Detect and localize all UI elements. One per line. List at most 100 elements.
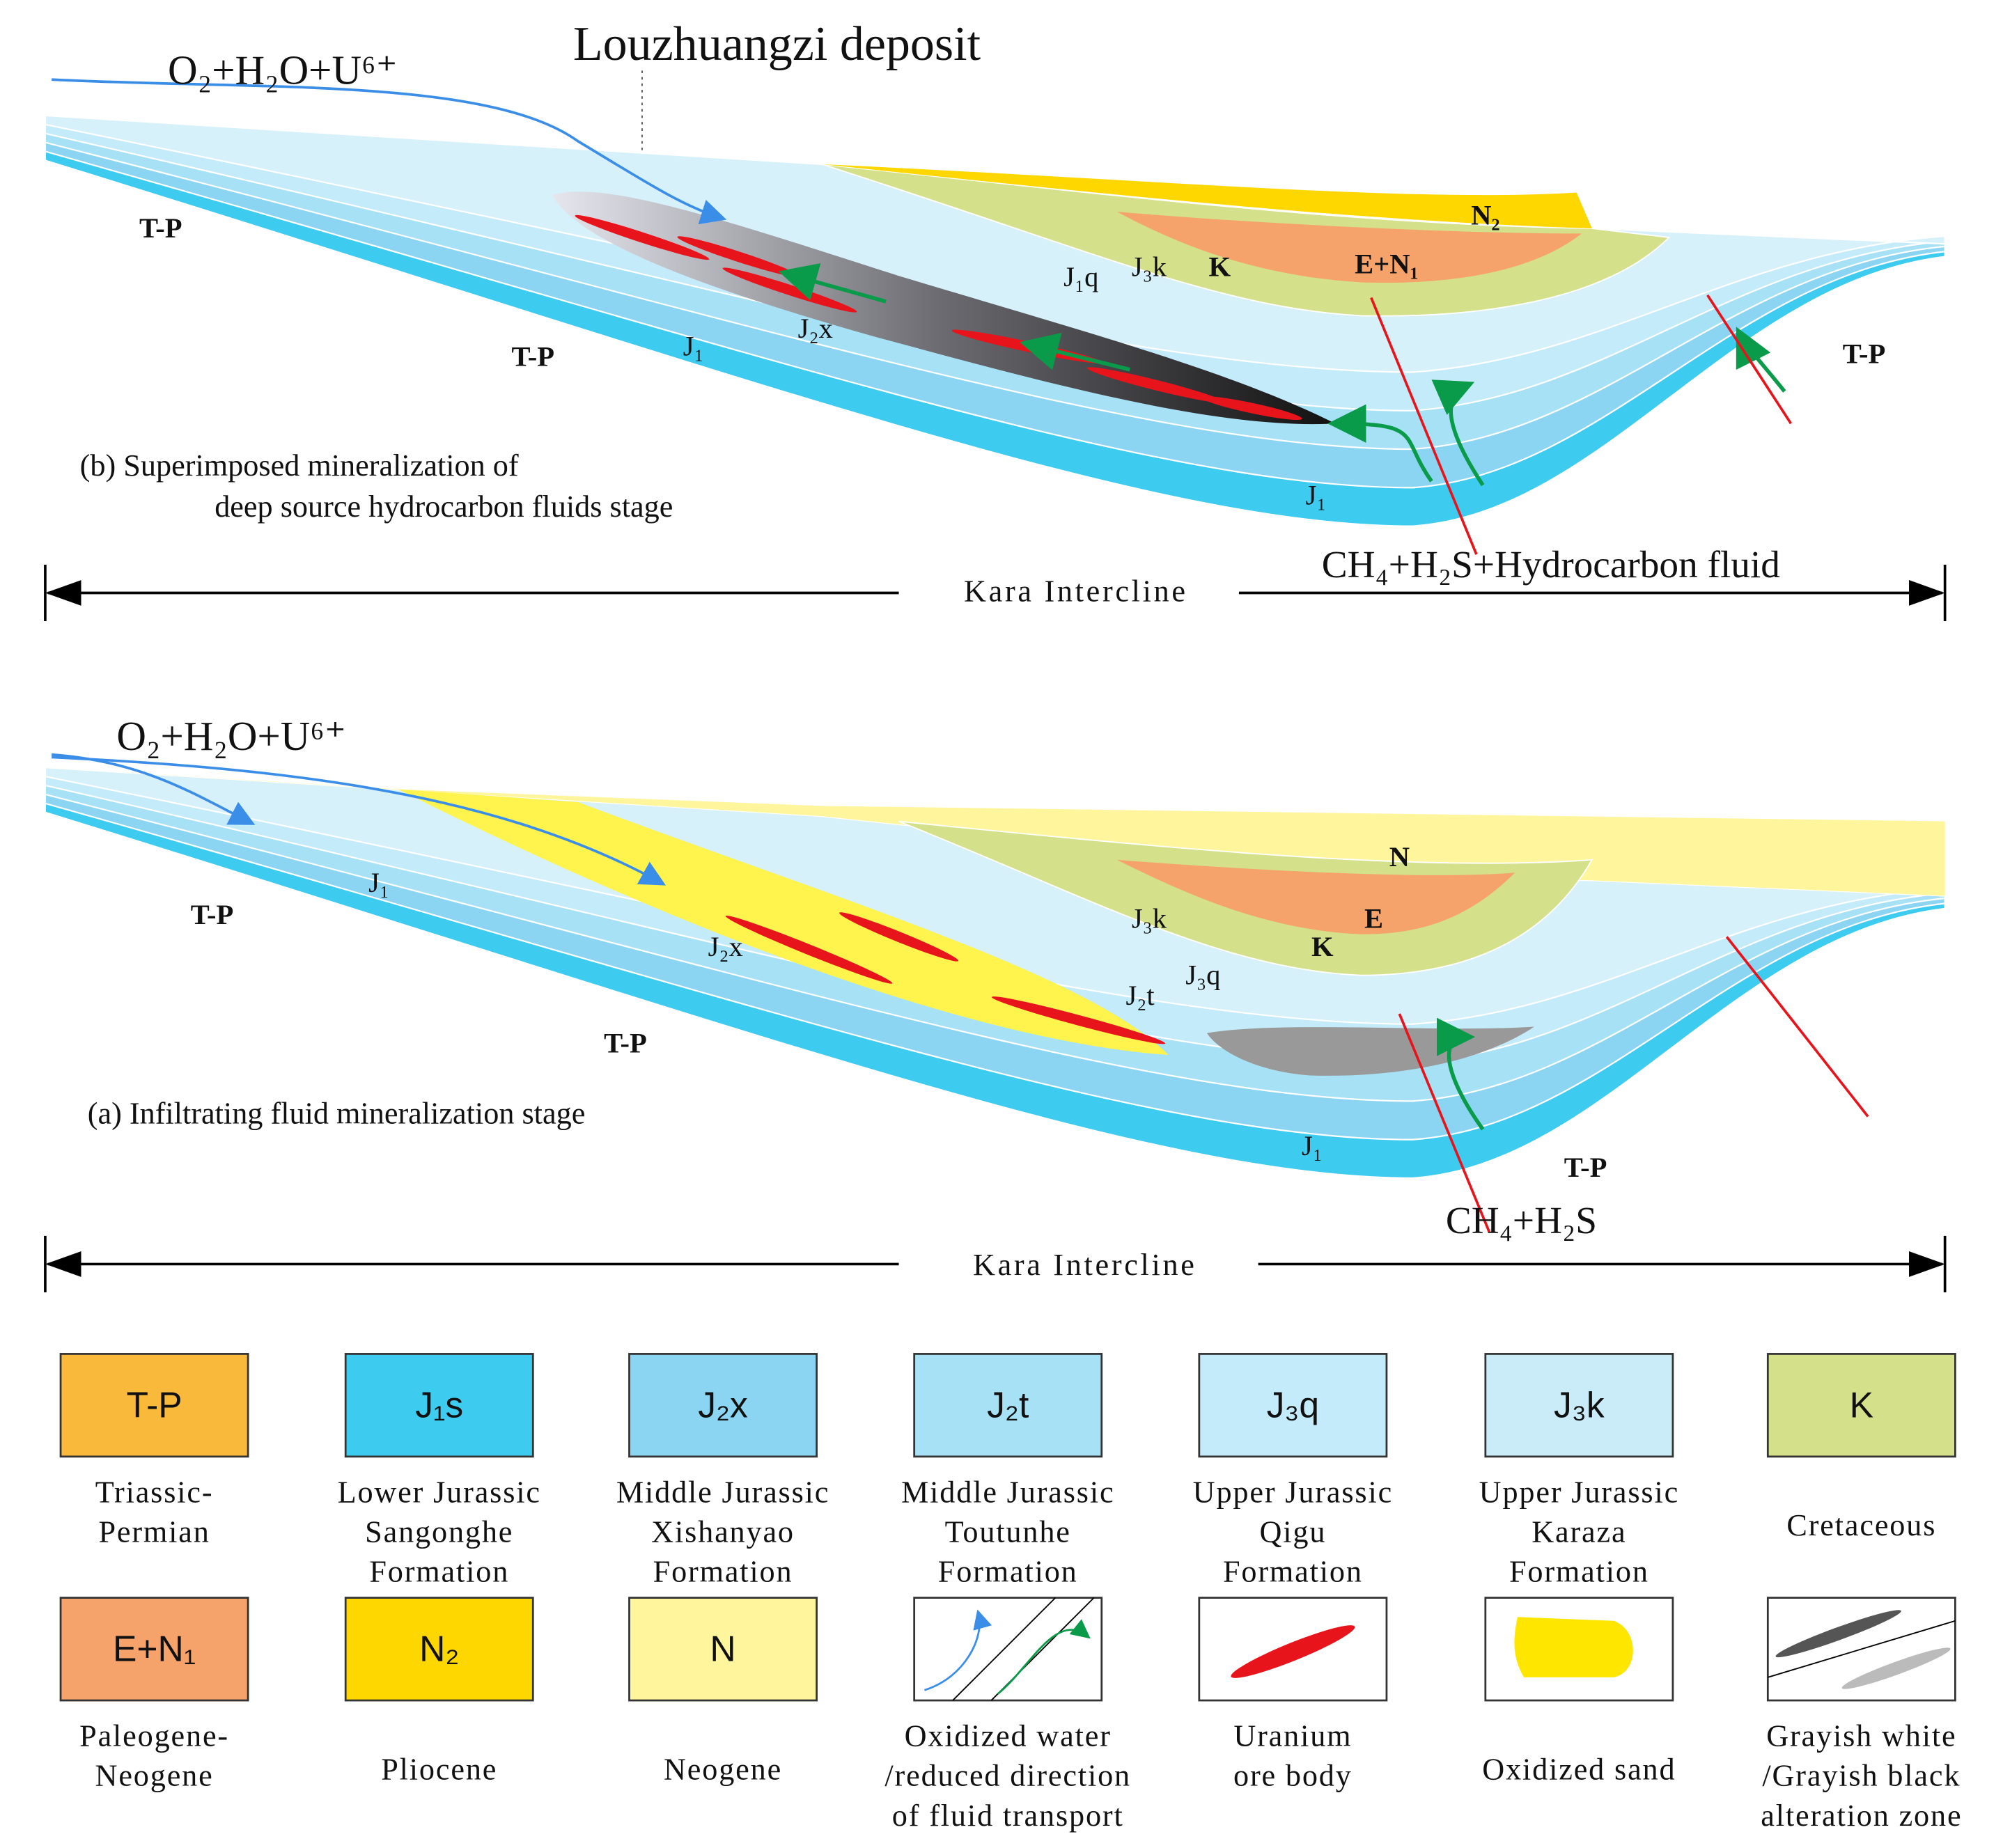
formation-label: E+N₁ bbox=[1355, 249, 1419, 280]
formation-label: J₃k bbox=[1132, 903, 1167, 934]
legend-description: Cretaceous bbox=[1786, 1508, 1936, 1542]
formation-label: J₁ bbox=[368, 867, 389, 898]
legend-description: Karaza bbox=[1532, 1514, 1626, 1549]
ore-body bbox=[1086, 367, 1224, 403]
formation-label: N bbox=[1389, 841, 1410, 872]
strata-e bbox=[1116, 859, 1515, 934]
fault bbox=[1398, 1013, 1491, 1233]
legend-description: alteration zone bbox=[1761, 1799, 1962, 1833]
legend-swatch bbox=[628, 1353, 818, 1458]
legend-code: N₂ bbox=[419, 1629, 459, 1669]
legend-swatch bbox=[344, 1353, 534, 1458]
legend-code: J₁s bbox=[415, 1384, 463, 1425]
formation-label: J₁ bbox=[1306, 479, 1327, 510]
formation-label: T-P bbox=[191, 899, 234, 930]
scale-label: Kara Intercline bbox=[973, 1248, 1197, 1282]
inflow-label: O₂+H₂O+U⁶⁺ bbox=[168, 47, 398, 93]
legend-item: N₂ Pliocene bbox=[344, 1597, 534, 1786]
outflow-label: CH₄+H₂S+Hydrocarbon fluid bbox=[1322, 543, 1780, 586]
legend-code: J₂t bbox=[987, 1384, 1029, 1425]
reduced-fluid-flow bbox=[1020, 332, 1130, 372]
oxidized-water-flow bbox=[52, 78, 727, 225]
legend-description: Xishanyao bbox=[651, 1514, 795, 1549]
oxidized-water-flow bbox=[52, 755, 667, 886]
ore-body bbox=[575, 214, 710, 260]
formation-label: J₃q bbox=[1185, 960, 1220, 991]
formation-label: J₁ bbox=[683, 331, 704, 362]
formation-label: J₂x bbox=[798, 313, 833, 344]
legend-description: Neogene bbox=[664, 1752, 782, 1786]
legend-description: Qigu bbox=[1259, 1514, 1326, 1549]
legend-swatch bbox=[59, 1353, 249, 1458]
deposit-title: Louzhuangzi deposit bbox=[573, 17, 981, 71]
legend-code: N bbox=[710, 1629, 735, 1669]
legend-code: J₃k bbox=[1554, 1384, 1605, 1425]
legend-description: Toutunhe bbox=[945, 1514, 1071, 1549]
legend-code: K bbox=[1850, 1384, 1873, 1425]
legend-item: Oxidized water/reduced direction of fluid… bbox=[884, 1597, 1131, 1833]
legend-swatch bbox=[1198, 1353, 1388, 1458]
symbol-dark bbox=[1775, 1610, 1901, 1658]
ore-body bbox=[1201, 396, 1302, 421]
legend-description: Formation bbox=[1509, 1555, 1649, 1589]
legend-description: Lower Jurassic bbox=[338, 1475, 541, 1509]
symbol-light bbox=[1841, 1647, 1951, 1689]
legend-description: Grayish white bbox=[1766, 1718, 1956, 1753]
symbol-blue-arrow bbox=[924, 1609, 992, 1691]
formation-label: T-P bbox=[604, 1027, 647, 1058]
strata-n2 bbox=[821, 164, 1592, 229]
cross-section bbox=[44, 753, 1946, 1233]
legend-item: K Cretaceous bbox=[1766, 1353, 1956, 1542]
alteration-zone bbox=[552, 191, 1336, 425]
formation-label: J₃k bbox=[1132, 251, 1167, 282]
ore-body bbox=[839, 912, 959, 962]
outflow-label: CH₄+H₂S bbox=[1446, 1199, 1597, 1242]
legend-code: J₂x bbox=[698, 1384, 748, 1425]
strata-en1 bbox=[1116, 212, 1582, 283]
legend-description: Sangonghe bbox=[365, 1514, 513, 1549]
fault bbox=[1370, 297, 1478, 555]
legend-description: Triassic- bbox=[95, 1475, 214, 1509]
ore-body bbox=[725, 916, 893, 984]
legend-item: J₁s Lower Jurassic Sangonghe Formation bbox=[338, 1353, 541, 1589]
legend-description: /Grayish black bbox=[1762, 1759, 1961, 1793]
oxidized-sand bbox=[398, 789, 1169, 1055]
formation-label: E bbox=[1364, 903, 1383, 934]
reduced-fluid-flow bbox=[1327, 404, 1433, 483]
legend-item: N Neogene bbox=[628, 1597, 818, 1786]
legend-description: Oxidized water bbox=[905, 1718, 1112, 1753]
stage-caption: (a) Infiltrating fluid mineralization st… bbox=[88, 1097, 586, 1131]
legend-item: T-P Triassic- Permian bbox=[59, 1353, 249, 1549]
legend-description: Neogene bbox=[95, 1759, 214, 1793]
legend-description: Pliocene bbox=[381, 1752, 497, 1786]
legend-code: E+N₁ bbox=[113, 1629, 196, 1669]
inflow-label: O₂+H₂O+U⁶⁺ bbox=[116, 713, 346, 759]
symbol-sand bbox=[1514, 1617, 1633, 1677]
fault bbox=[1706, 294, 1793, 425]
legend-description: Formation bbox=[938, 1555, 1078, 1589]
reduced-fluid-flow bbox=[1436, 1017, 1485, 1131]
legend-item: Grayish white/Grayish black alteration zo… bbox=[1761, 1597, 1962, 1833]
legend-description: Paleogene- bbox=[79, 1718, 229, 1753]
reduced-fluid-flow bbox=[1431, 379, 1485, 487]
reduced-fluid-flow bbox=[778, 263, 887, 304]
legend-item: J₂t Middle Jurassic Toutunhe Formation bbox=[901, 1353, 1114, 1589]
formation-label: T-P bbox=[139, 212, 182, 244]
formation-label: J₂t bbox=[1125, 980, 1155, 1011]
ore-body bbox=[677, 236, 800, 277]
legend-description: Oxidized sand bbox=[1482, 1752, 1676, 1786]
formation-label: T-P bbox=[511, 340, 554, 372]
formation-label: J₂x bbox=[708, 931, 743, 962]
legend-description: Formation bbox=[369, 1555, 509, 1589]
legend-description: /reduced direction bbox=[884, 1759, 1131, 1793]
scale-label: Kara Intercline bbox=[964, 574, 1188, 608]
legend-item: J₂x Middle Jurassic Xishanyao Formation bbox=[616, 1353, 828, 1589]
legend-description: Formation bbox=[1223, 1555, 1363, 1589]
legend-item: J₃k Upper Jurassic Karaza Formation bbox=[1479, 1353, 1678, 1589]
ore-body bbox=[991, 996, 1166, 1044]
symbol-line bbox=[1768, 1620, 1956, 1678]
symbol-ore bbox=[1231, 1625, 1355, 1678]
legend-description: ore body bbox=[1233, 1759, 1353, 1793]
legend-item: Oxidized sand bbox=[1482, 1597, 1676, 1786]
fault bbox=[1725, 936, 1869, 1118]
